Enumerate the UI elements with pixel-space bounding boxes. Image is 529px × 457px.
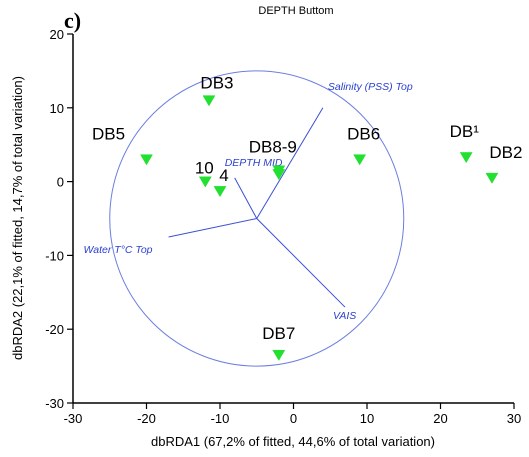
correlation-circle — [109, 70, 405, 367]
x-tick-label: -10 — [211, 411, 230, 426]
data-point-label: DB¹ — [450, 122, 480, 141]
y-tick-label: -30 — [45, 396, 64, 411]
x-axis-title: dbRDA1 (67,2% of fitted, 44,6% of total … — [151, 434, 435, 449]
x-tick-label: 0 — [290, 411, 297, 426]
x-tick-label: 20 — [433, 411, 447, 426]
vector-line — [256, 218, 346, 308]
data-point-marker — [485, 172, 499, 184]
x-tick-label: 10 — [360, 411, 374, 426]
vector-line — [234, 177, 258, 219]
data-point-label: DB3 — [200, 73, 233, 92]
plot-area: Salinity (PSS) Top DEPTH MID Water T°C Top… — [84, 70, 522, 367]
data-point-label: 10 — [195, 159, 214, 178]
y-tick-label: 0 — [57, 175, 64, 190]
vector-label: VAIS — [333, 310, 356, 322]
x-tick-label: -30 — [64, 411, 83, 426]
data-point-label: DB8-9 — [249, 138, 297, 157]
vector-label: Salinity (PSS) Top — [328, 81, 413, 93]
y-tick-label: 20 — [50, 27, 64, 42]
panel-letter: c) — [64, 8, 81, 33]
data-point-marker — [459, 152, 473, 164]
data-point-marker — [353, 154, 367, 166]
data-point-label: 4 — [219, 166, 228, 185]
data-point-label: DB6 — [347, 124, 380, 143]
data-point-marker — [272, 349, 286, 361]
y-tick-label: -10 — [45, 248, 64, 263]
data-point-label: DB2 — [489, 143, 522, 162]
y-tick-label: -20 — [45, 322, 64, 337]
data-point-marker — [213, 186, 227, 198]
data-point-marker — [198, 176, 212, 188]
x-tick-label: 30 — [507, 411, 521, 426]
data-point-marker — [140, 154, 153, 166]
x-tick-label: -20 — [137, 411, 156, 426]
axes: -30 -20 -10 0 10 20 30 -30 -20 -10 0 10 20 — [45, 27, 521, 426]
chart-title: DEPTH Buttom — [258, 5, 333, 17]
vector-label: Water T°C Top — [84, 244, 153, 256]
data-point-marker — [202, 95, 216, 107]
y-tick-label: 10 — [50, 101, 64, 116]
data-point-label: DB5 — [92, 124, 125, 143]
vector-line — [256, 107, 324, 219]
data-point-label: DB7 — [262, 324, 295, 343]
vector-label: DEPTH MID — [225, 157, 283, 169]
data-point-marker — [272, 169, 286, 181]
vector-line — [168, 218, 257, 238]
y-axis-title: dbRDA2 (22,1% of fitted, 14,7% of total … — [10, 76, 25, 360]
